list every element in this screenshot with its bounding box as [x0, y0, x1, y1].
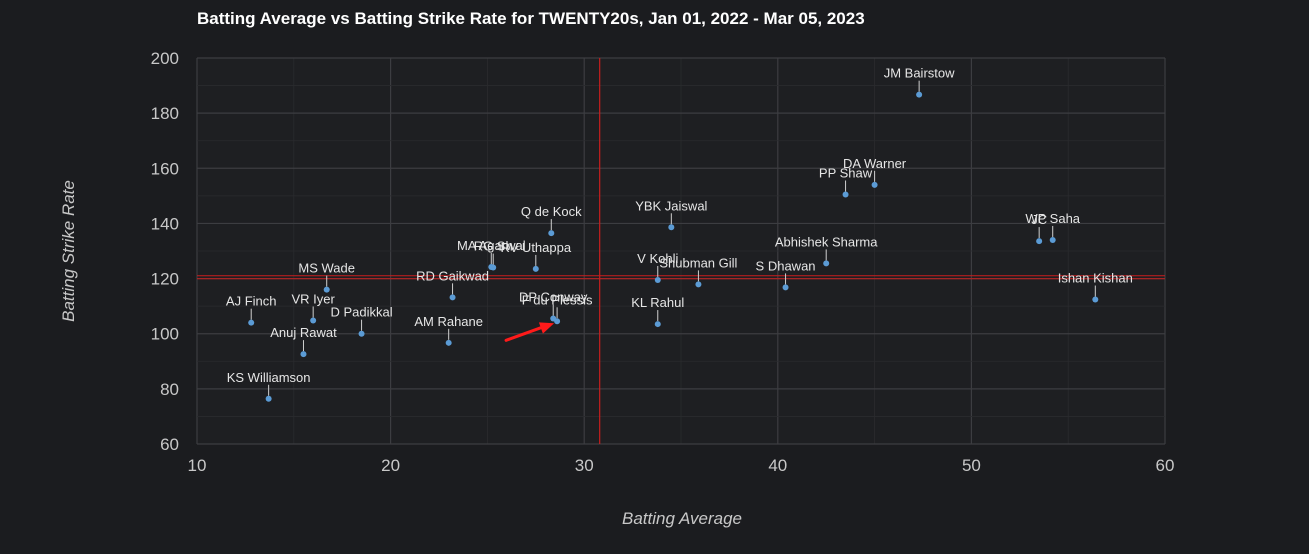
point-marker — [695, 281, 702, 288]
point-label: KL Rahul — [631, 295, 684, 310]
data-point: RD Gaikwad — [416, 268, 489, 301]
point-label: Q de Kock — [521, 204, 582, 219]
y-tick-label: 180 — [151, 104, 179, 123]
point-label: Shubman Gill — [659, 255, 737, 270]
data-point: Q de Kock — [521, 204, 582, 237]
point-marker — [248, 319, 255, 326]
point-marker — [916, 91, 923, 98]
point-label: Anuj Rawat — [270, 325, 337, 340]
point-marker — [842, 191, 849, 198]
annotation-arrow — [504, 322, 555, 342]
grid — [196, 57, 1166, 445]
axis-ticks: 10 20 30 40 50 60 60 80 100 120 140 160 180 200 — [151, 49, 1175, 475]
point-marker — [668, 224, 675, 231]
data-point: Ishan Kishan — [1058, 271, 1133, 303]
point-label: VR Iyer — [291, 291, 335, 306]
arrow-head — [538, 322, 555, 334]
point-marker — [323, 286, 330, 293]
point-label: JM Bairstow — [884, 66, 955, 81]
point-label: AM Rahane — [414, 314, 483, 329]
point-marker — [654, 276, 661, 283]
data-point: DA Warner — [843, 156, 907, 188]
point-marker — [1049, 236, 1056, 243]
data-point: YBK Jaiswal — [635, 198, 708, 231]
y-tick-label: 120 — [151, 270, 179, 289]
data-point: S Dhawan — [756, 258, 816, 291]
point-label: Abhishek Sharma — [775, 234, 878, 249]
y-tick-label: 140 — [151, 214, 179, 233]
point-label: F du Plessis — [522, 292, 593, 307]
y-axis-label: Batting Strike Rate — [59, 180, 78, 322]
y-tick-label: 160 — [151, 159, 179, 178]
point-marker — [445, 339, 452, 346]
point-marker — [823, 260, 830, 267]
point-label: DA Warner — [843, 156, 907, 171]
data-point: D Padikkal — [330, 305, 393, 337]
point-label: V Kohli — [637, 251, 678, 266]
point-marker — [300, 351, 307, 358]
data-point: PP Shaw — [819, 165, 873, 198]
point-marker — [782, 284, 789, 291]
data-point: VR Iyer — [291, 291, 336, 324]
point-label: AJ Finch — [226, 294, 277, 309]
data-point: MS Wade — [298, 261, 355, 293]
point-marker — [532, 265, 539, 272]
y-tick-label: 60 — [160, 435, 179, 454]
x-tick-label: 40 — [768, 456, 787, 475]
data-point: F du Plessis — [522, 292, 593, 325]
reference-lines — [197, 58, 1165, 444]
y-tick-label: 100 — [151, 325, 179, 344]
y-tick-label: 200 — [151, 49, 179, 68]
point-label: D Padikkal — [330, 305, 392, 320]
data-point: RV Uthappa — [501, 240, 572, 272]
data-point: AJ Finch — [226, 294, 277, 326]
point-label: RV Uthappa — [501, 240, 572, 255]
point-marker — [265, 395, 272, 402]
x-axis-label: Batting Average — [622, 509, 742, 528]
data-point: Anuj Rawat — [270, 325, 337, 358]
point-label: RG Sh — [474, 239, 513, 254]
point-marker — [1092, 296, 1099, 303]
point-label: RD Gaikwad — [416, 268, 489, 283]
data-point: Abhishek Sharma — [775, 234, 878, 267]
point-marker — [490, 264, 497, 271]
data-point: JC — [1031, 212, 1047, 245]
point-label: PP Shaw — [819, 165, 873, 180]
data-point: AM Rahane — [414, 314, 483, 346]
point-marker — [358, 330, 365, 337]
x-tick-label: 60 — [1156, 456, 1175, 475]
data-point: KL Rahul — [631, 295, 684, 328]
x-tick-label: 20 — [381, 456, 400, 475]
point-marker — [554, 318, 561, 325]
point-label: Ishan Kishan — [1058, 271, 1133, 286]
point-label: S Dhawan — [756, 258, 816, 273]
data-point: JM Bairstow — [884, 66, 955, 98]
y-tick-label: 80 — [160, 380, 179, 399]
point-label: WP Saha — [1025, 211, 1080, 226]
point-label: MS Wade — [298, 261, 355, 276]
point-marker — [654, 321, 661, 328]
arrow-shaft — [504, 325, 544, 342]
point-label: KS Williamson — [227, 370, 311, 385]
point-marker — [1036, 238, 1043, 245]
data-point: WP Saha — [1025, 211, 1081, 243]
point-label: YBK Jaiswal — [635, 198, 707, 213]
chart-title: Batting Average vs Batting Strike Rate f… — [197, 9, 865, 28]
point-label: DP Conway — [519, 290, 588, 305]
data-point: RG Sh — [474, 239, 513, 271]
point-marker — [548, 230, 555, 237]
data-point: V Kohli — [637, 251, 678, 283]
x-tick-label: 30 — [575, 456, 594, 475]
data-point: Shubman Gill — [659, 255, 738, 288]
point-marker — [310, 317, 317, 324]
point-marker — [449, 294, 456, 301]
data-point: KS Williamson — [227, 370, 311, 402]
point-marker — [871, 181, 878, 188]
x-tick-label: 10 — [188, 456, 207, 475]
point-label: JC — [1031, 212, 1047, 227]
x-tick-label: 50 — [962, 456, 981, 475]
point-label: MA Agarwal — [457, 238, 526, 253]
